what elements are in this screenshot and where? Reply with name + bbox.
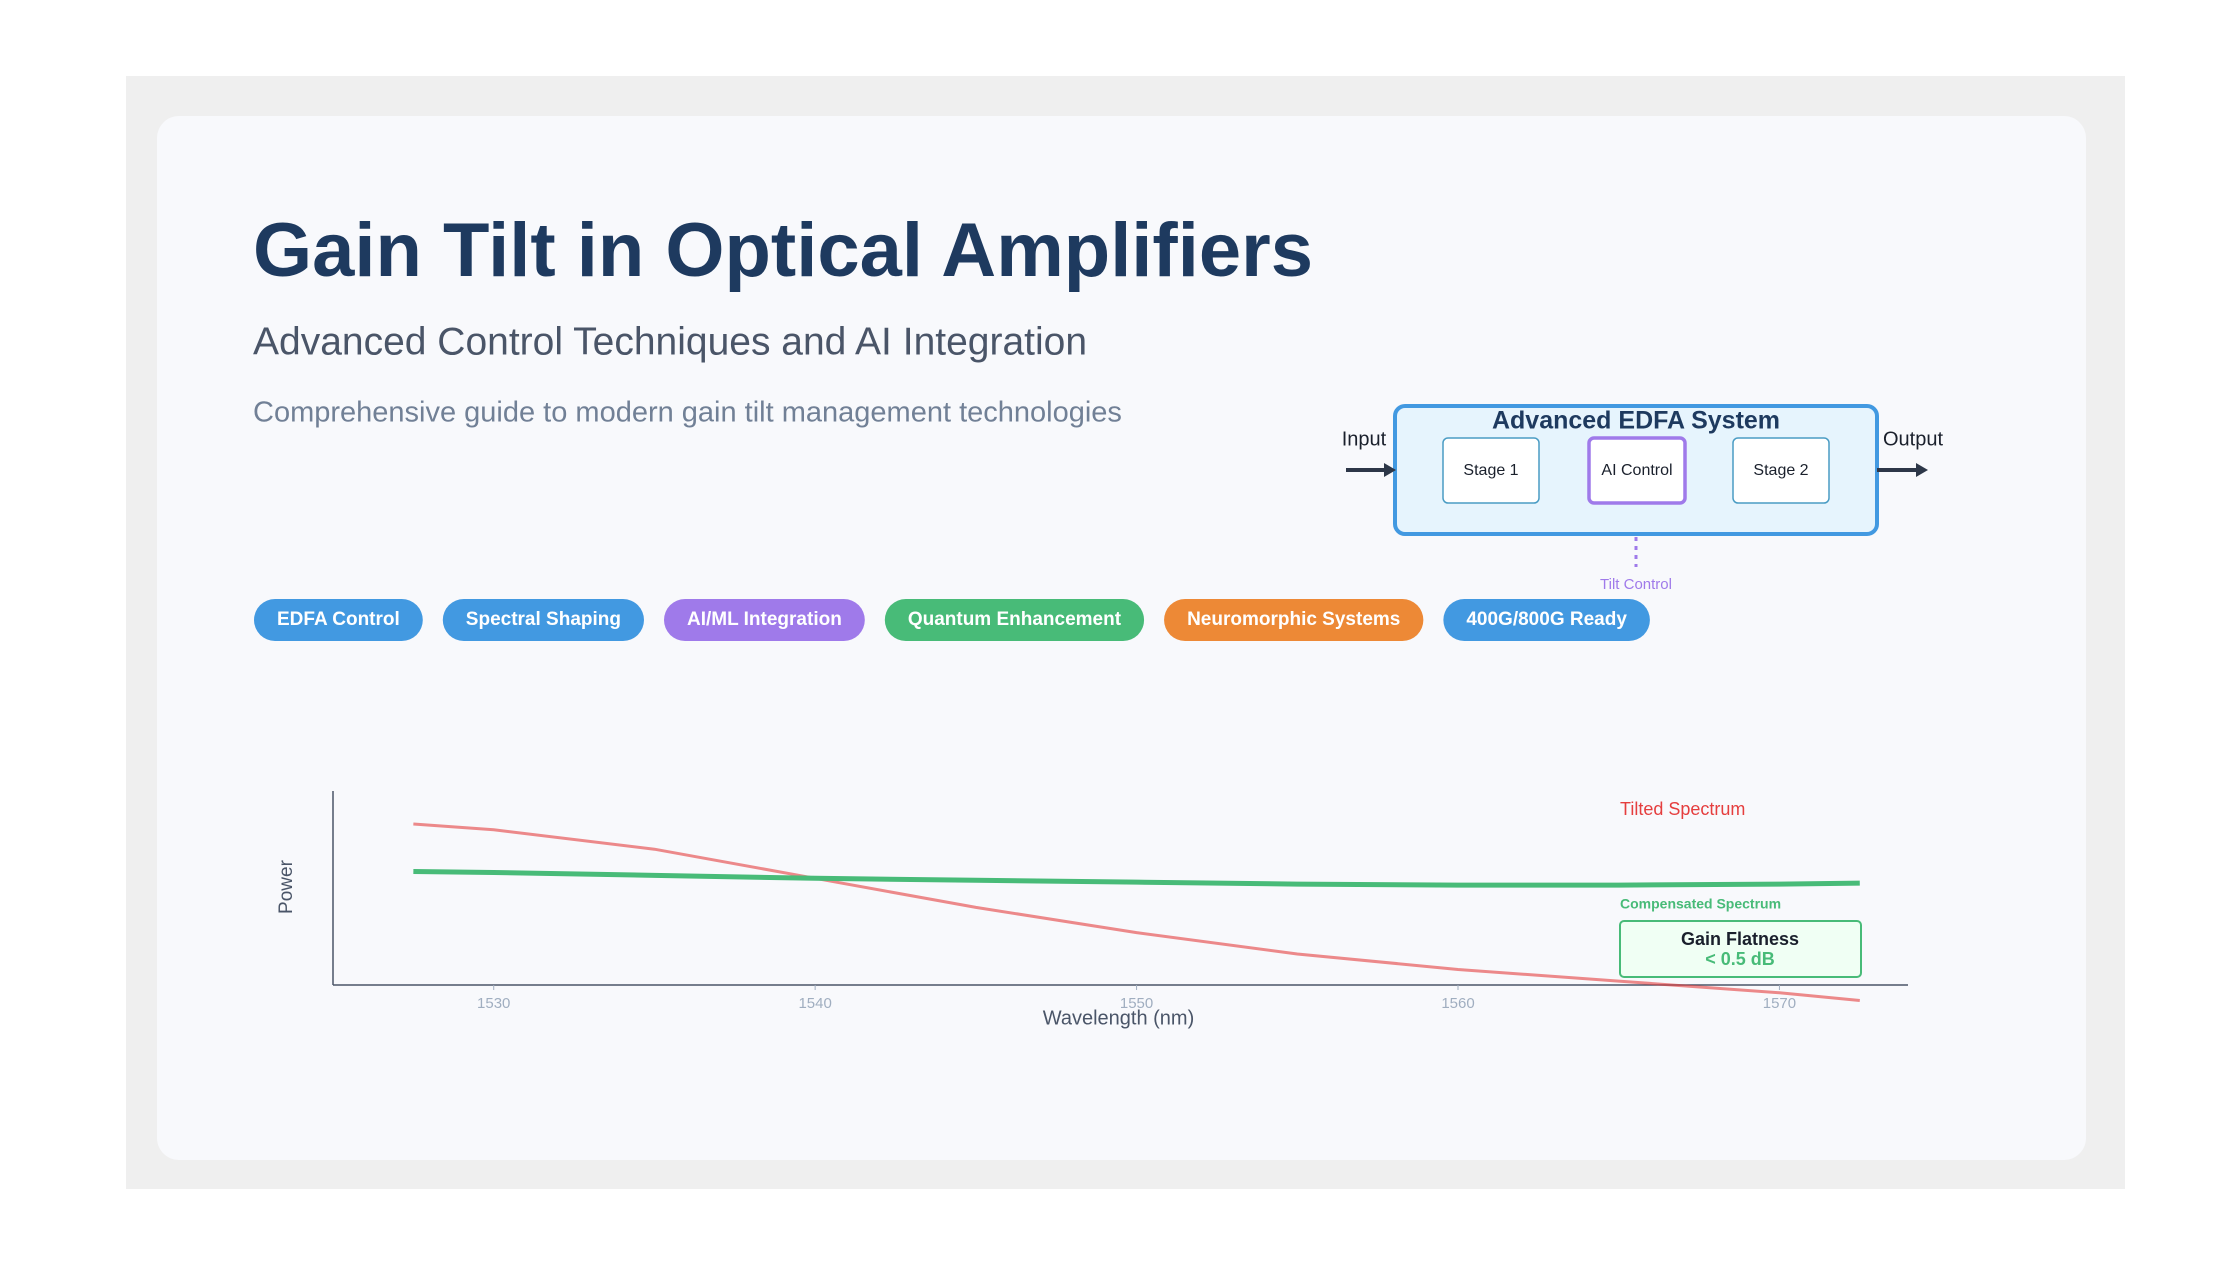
stage-box — [1587, 436, 1687, 505]
x-tick-label: 1570 — [1763, 995, 1796, 1012]
stage-box — [1732, 437, 1830, 504]
annotation-value: < 0.5 dB — [1705, 949, 1775, 969]
tag-label: Neuromorphic Systems — [1187, 609, 1400, 630]
y-axis-label: Power — [276, 859, 297, 914]
annotation-title: Gain Flatness — [1681, 929, 1799, 949]
tag-label: Quantum Enhancement — [908, 609, 1122, 630]
stage-label: Stage 1 — [1463, 462, 1518, 479]
tag — [254, 599, 423, 641]
tag-label: Spectral Shaping — [466, 609, 621, 630]
tag — [884, 599, 1145, 641]
stage-label: Stage 2 — [1753, 462, 1808, 479]
tag — [664, 599, 865, 641]
stage-box — [1442, 437, 1540, 504]
input-label: Input — [1342, 428, 1387, 450]
annotation-box — [1619, 920, 1862, 978]
description: Comprehensive guide to modern gain tilt … — [253, 397, 1122, 429]
title: Gain Tilt in Optical Amplifiers — [253, 208, 1313, 293]
tag — [442, 599, 644, 641]
output-arrowhead — [1916, 463, 1928, 477]
tag-label: EDFA Control — [277, 609, 400, 630]
system-title: Advanced EDFA System — [1492, 407, 1780, 435]
series-line — [413, 869, 1860, 888]
tag — [1443, 599, 1650, 641]
x-tick-label: 1530 — [477, 995, 510, 1012]
x-axis-label: Wavelength (nm) — [1043, 1007, 1195, 1029]
legend-label: Tilted Spectrum — [1620, 799, 1745, 819]
x-tick-label: 1540 — [798, 995, 831, 1012]
control-label: Tilt Control — [1600, 576, 1672, 593]
tag-label: AI/ML Integration — [687, 609, 842, 630]
tag — [1164, 599, 1424, 641]
output-label: Output — [1883, 428, 1943, 450]
input-arrowhead — [1384, 463, 1396, 477]
x-tick-label: 1560 — [1441, 995, 1474, 1012]
legend-label: Compensated Spectrum — [1620, 896, 1781, 912]
subtitle: Advanced Control Techniques and AI Integ… — [253, 320, 1087, 363]
stage-label: AI Control — [1601, 462, 1672, 479]
tag-label: 400G/800G Ready — [1466, 609, 1627, 630]
x-tick-label: 1550 — [1120, 995, 1153, 1012]
series-line — [413, 822, 1860, 1003]
